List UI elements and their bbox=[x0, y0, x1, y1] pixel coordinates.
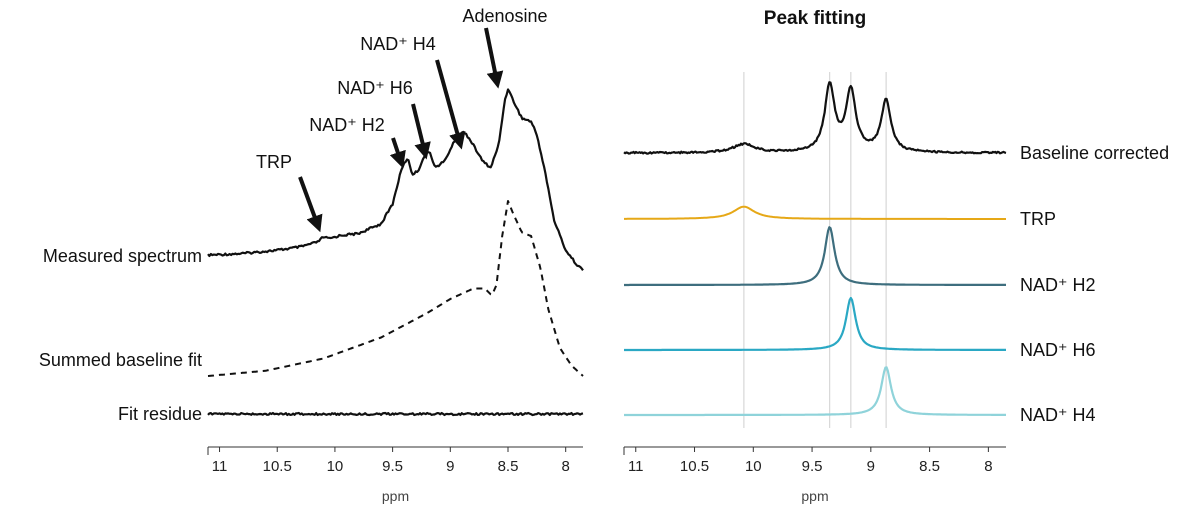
x-tick-label: 10.5 bbox=[263, 458, 292, 475]
right-x-axis: 11 10.5 10 9.5 9 8.5 8 ppm bbox=[623, 446, 1006, 504]
annotation-nad-h2: NAD⁺ H2 bbox=[309, 115, 385, 135]
annotation-nad-h4: NAD⁺ H4 bbox=[360, 34, 436, 54]
x-tick-label: 8.5 bbox=[498, 458, 519, 475]
peak-fitting-panel: Peak fitting Baseline corrected TRP NAD⁺ H2… bbox=[623, 8, 1169, 428]
arrow-nad-h2 bbox=[389, 137, 406, 169]
x-axis-label: ppm bbox=[801, 488, 828, 504]
series-line-nad-h4 bbox=[624, 366, 1006, 417]
x-tick-label: 11 bbox=[628, 458, 644, 475]
series-line-trp bbox=[624, 205, 1006, 220]
series-label-nad-h2: NAD⁺ H2 bbox=[1020, 275, 1096, 295]
series-label-nad-h6: NAD⁺ H6 bbox=[1020, 340, 1096, 360]
series-label-trp: TRP bbox=[1020, 209, 1056, 229]
x-tick-label: 10 bbox=[327, 458, 344, 475]
x-tick-label: 9.5 bbox=[382, 458, 403, 475]
series-line-fit-residue bbox=[207, 411, 584, 417]
measured-spectrum-panel: Measured spectrum Summed baseline fit Fit … bbox=[39, 6, 584, 424]
x-tick-label: 10 bbox=[745, 458, 762, 475]
series-label-fit-residue: Fit residue bbox=[118, 404, 202, 424]
x-tick-label: 11 bbox=[212, 458, 228, 475]
x-tick-label: 8 bbox=[984, 458, 992, 475]
x-tick-label: 8 bbox=[562, 458, 570, 475]
annotation-trp: TRP bbox=[256, 152, 292, 172]
series-line-measured-spectrum bbox=[207, 88, 584, 271]
x-axis-label: ppm bbox=[382, 488, 409, 504]
arrow-nad-h4 bbox=[435, 59, 466, 150]
x-tick-label: 8.5 bbox=[919, 458, 940, 475]
series-label-measured-spectrum: Measured spectrum bbox=[43, 246, 202, 266]
series-label-nad-h4: NAD⁺ H4 bbox=[1020, 405, 1096, 425]
series-line-baseline-corrected bbox=[623, 81, 1007, 155]
series-label-summed-baseline-fit: Summed baseline fit bbox=[39, 350, 202, 370]
chart-title: Peak fitting bbox=[764, 8, 866, 29]
x-tick-label: 10.5 bbox=[680, 458, 709, 475]
x-tick-label: 9 bbox=[867, 458, 875, 475]
annotation-nad-h6: NAD⁺ H6 bbox=[337, 78, 413, 98]
series-line-summed-baseline-fit bbox=[207, 200, 584, 377]
series-line-nad-h2 bbox=[624, 226, 1006, 287]
series-line-nad-h6 bbox=[624, 296, 1006, 352]
x-tick-label: 9 bbox=[446, 458, 454, 475]
x-tick-label: 9.5 bbox=[802, 458, 823, 475]
arrow-nad-h6 bbox=[411, 103, 431, 160]
annotation-adenosine: Adenosine bbox=[462, 6, 547, 26]
series-label-baseline-corrected: Baseline corrected bbox=[1020, 143, 1169, 163]
arrow-trp bbox=[298, 176, 323, 233]
arrow-adenosine bbox=[484, 27, 504, 89]
left-x-axis: 11 10.5 10 9.5 9 8.5 8 ppm bbox=[207, 446, 583, 504]
